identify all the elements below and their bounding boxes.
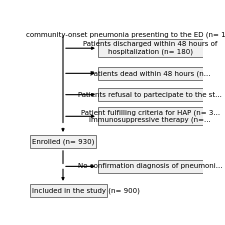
Text: Patients refusal to partecipate to the st...: Patients refusal to partecipate to the s…: [78, 92, 222, 98]
Text: Patients discharged within 48 hours of
hospitalization (n= 180): Patients discharged within 48 hours of h…: [83, 41, 217, 55]
FancyBboxPatch shape: [98, 39, 202, 57]
Text: Enrolled (n= 930): Enrolled (n= 930): [32, 138, 95, 145]
Text: Patient fulfilling criteria for HAP (n= 3...
immunosuppressive therapy (n=...: Patient fulfilling criteria for HAP (n= …: [81, 109, 220, 123]
FancyBboxPatch shape: [30, 135, 96, 148]
Text: community-onset pneumonia presenting to the ED (n= 1...: community-onset pneumonia presenting to …: [26, 31, 225, 38]
Text: No confirmation diagnosis of pneumoni...: No confirmation diagnosis of pneumoni...: [78, 163, 223, 169]
FancyBboxPatch shape: [98, 88, 202, 101]
Text: Included in the study (n= 900): Included in the study (n= 900): [32, 187, 140, 194]
Text: Patients dead within 48 hours (n...: Patients dead within 48 hours (n...: [90, 70, 210, 77]
FancyBboxPatch shape: [98, 107, 202, 125]
FancyBboxPatch shape: [98, 67, 202, 80]
FancyBboxPatch shape: [98, 160, 202, 173]
FancyBboxPatch shape: [30, 184, 107, 197]
